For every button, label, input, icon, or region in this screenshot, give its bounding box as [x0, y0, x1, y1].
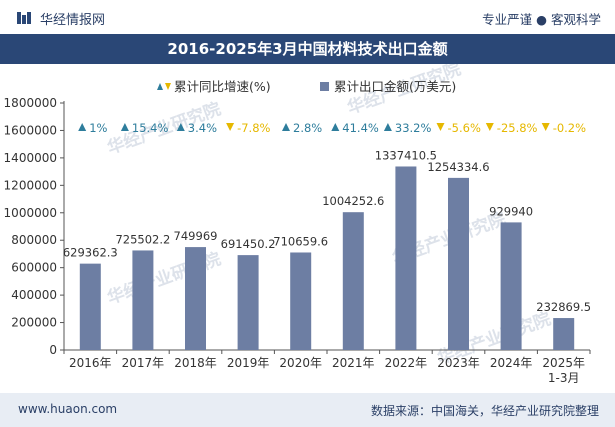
growth-labels: 1% 15.4% 3.4% -7.8% 2.8% 41.4% 33.2% -5.6% -25.8…	[78, 121, 586, 135]
bar	[132, 250, 154, 350]
legend-amount-label: 累计出口金额(万美元)	[334, 79, 456, 94]
bar-value-label: 691450.2	[221, 237, 276, 251]
bar-value-label: 232869.5	[536, 300, 591, 314]
legend-amount-swatch	[320, 82, 329, 91]
x-tick-label: 2016年	[69, 356, 112, 370]
growth-up-triangle-icon	[120, 123, 129, 131]
top-bar: 华经情报网 专业严谨 ● 客观科学	[0, 0, 615, 34]
y-tick-label: 1000000	[4, 206, 57, 220]
y-tick-label: 1400000	[4, 151, 57, 165]
x-tick-label: 2020年	[279, 356, 322, 370]
bar	[290, 252, 312, 350]
bar	[79, 263, 101, 350]
legend-up-triangle-icon	[157, 83, 163, 90]
footer: www.huaon.com 数据来源：中国海关，华经产业研究院整理	[0, 393, 615, 427]
x-tick-label: 2024年	[490, 356, 533, 370]
bar-value-label: 629362.3	[63, 246, 118, 260]
growth-value-label: -0.2%	[553, 121, 586, 135]
website-link[interactable]: www.huaon.com	[18, 402, 118, 416]
growth-value-label: 33.2%	[395, 121, 432, 135]
growth-down-triangle-icon	[226, 123, 235, 131]
y-tick-label: 800000	[11, 233, 57, 247]
bar-value-label: 1004252.6	[322, 194, 384, 208]
y-tick-label: 1600000	[4, 123, 57, 137]
bar	[500, 222, 522, 350]
growth-value-label: -5.6%	[448, 121, 481, 135]
bar	[395, 166, 417, 350]
y-tick-label: 600000	[11, 261, 57, 275]
growth-down-triangle-icon	[541, 123, 550, 131]
bar-value-label: 1337410.5	[375, 148, 437, 162]
bar-value-label: 929940	[489, 204, 533, 218]
logo-icon	[17, 12, 31, 24]
bar	[553, 318, 575, 350]
x-tick-label: 1-3月	[548, 371, 580, 385]
growth-value-label: 2.8%	[293, 121, 322, 135]
x-tick-label: 2018年	[174, 356, 217, 370]
bar	[448, 177, 469, 350]
x-tick-label: 2019年	[227, 356, 270, 370]
growth-up-triangle-icon	[78, 123, 87, 131]
watermark-layer: 华经产业研究院华经产业研究院华经产业研究院华经产业研究院华经产业研究院	[105, 64, 554, 369]
axes: 0 200000 400000 600000 800000 1000000 1200000 1…	[4, 96, 591, 385]
tagline: 专业严谨 ● 客观科学	[482, 12, 601, 27]
x-tick-label: 2021年	[332, 356, 375, 370]
growth-up-triangle-icon	[176, 123, 185, 131]
x-tick-label: 2017年	[122, 356, 165, 370]
growth-down-triangle-icon	[485, 123, 494, 131]
growth-value-label: 3.4%	[188, 121, 217, 135]
data-source: 数据来源：中国海关，华经产业研究院整理	[370, 404, 599, 418]
legend-growth-label: 累计同比增速(%)	[174, 79, 271, 94]
chart-title: 2016-2025年3月中国材料技术出口金额	[0, 34, 615, 64]
growth-up-triangle-icon	[383, 123, 392, 131]
legend: 累计同比增速(%) 累计出口金额(万美元)	[157, 79, 456, 94]
bar	[185, 247, 206, 350]
bar-value-label: 710659.6	[273, 234, 328, 248]
growth-value-label: 41.4%	[342, 121, 379, 135]
growth-up-triangle-icon	[331, 123, 340, 131]
bar	[342, 212, 364, 350]
growth-value-label: -7.8%	[237, 121, 270, 135]
y-tick-label: 1800000	[4, 96, 57, 110]
y-tick-label: 0	[49, 343, 57, 357]
y-tick-label: 200000	[11, 316, 57, 330]
bar-chart: 华经产业研究院华经产业研究院华经产业研究院华经产业研究院华经产业研究院 累计同比…	[4, 64, 592, 385]
growth-up-triangle-icon	[282, 123, 290, 131]
growth-value-label: 15.4%	[132, 121, 169, 135]
y-tick-label: 1200000	[4, 178, 57, 192]
bar-value-label: 749969	[174, 229, 218, 243]
legend-down-triangle-icon	[165, 83, 171, 90]
brand-name: 华经情报网	[40, 13, 106, 28]
growth-down-triangle-icon	[436, 123, 445, 131]
x-tick-label: 2022年	[385, 356, 428, 370]
x-tick-label: 2025年	[542, 356, 585, 370]
bar-value-label: 725502.2	[115, 232, 170, 246]
growth-value-label: -25.8%	[497, 121, 538, 135]
bar	[237, 255, 259, 350]
bar-value-label: 1254334.6	[427, 160, 489, 174]
y-tick-label: 400000	[11, 288, 57, 302]
x-tick-label: 2023年	[437, 356, 480, 370]
growth-value-label: 1%	[89, 121, 107, 135]
